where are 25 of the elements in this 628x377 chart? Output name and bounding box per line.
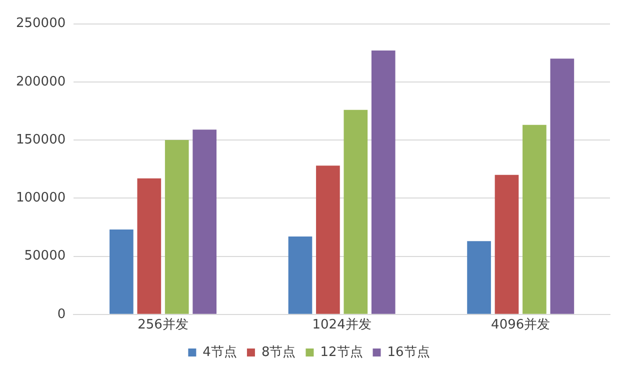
legend-label: 16节点 xyxy=(387,344,430,360)
bar xyxy=(467,241,491,314)
bar xyxy=(192,130,217,314)
bar xyxy=(494,174,519,314)
legend-label: 12节点 xyxy=(320,344,363,360)
bar xyxy=(288,236,312,314)
x-tick-label: 4096并发 xyxy=(491,318,550,333)
bar xyxy=(137,178,162,314)
y-tick-label: 100000 xyxy=(16,190,66,206)
y-tick-label: 0 xyxy=(57,306,66,322)
bar xyxy=(550,58,574,314)
legend-label: 4节点 xyxy=(202,344,237,360)
x-tick-label: 256并发 xyxy=(138,318,188,333)
bar xyxy=(110,230,134,314)
legend-label: 8节点 xyxy=(261,344,296,360)
x-tick-label: 1024并发 xyxy=(312,318,372,333)
bar xyxy=(522,124,546,314)
y-tick-label: 50000 xyxy=(24,248,66,264)
y-tick-label: 150000 xyxy=(16,132,66,148)
bar xyxy=(344,110,368,314)
bar xyxy=(164,140,189,314)
bar xyxy=(316,166,340,314)
bar xyxy=(371,50,396,314)
y-tick-label: 200000 xyxy=(16,74,66,90)
y-tick-label: 250000 xyxy=(16,16,66,32)
